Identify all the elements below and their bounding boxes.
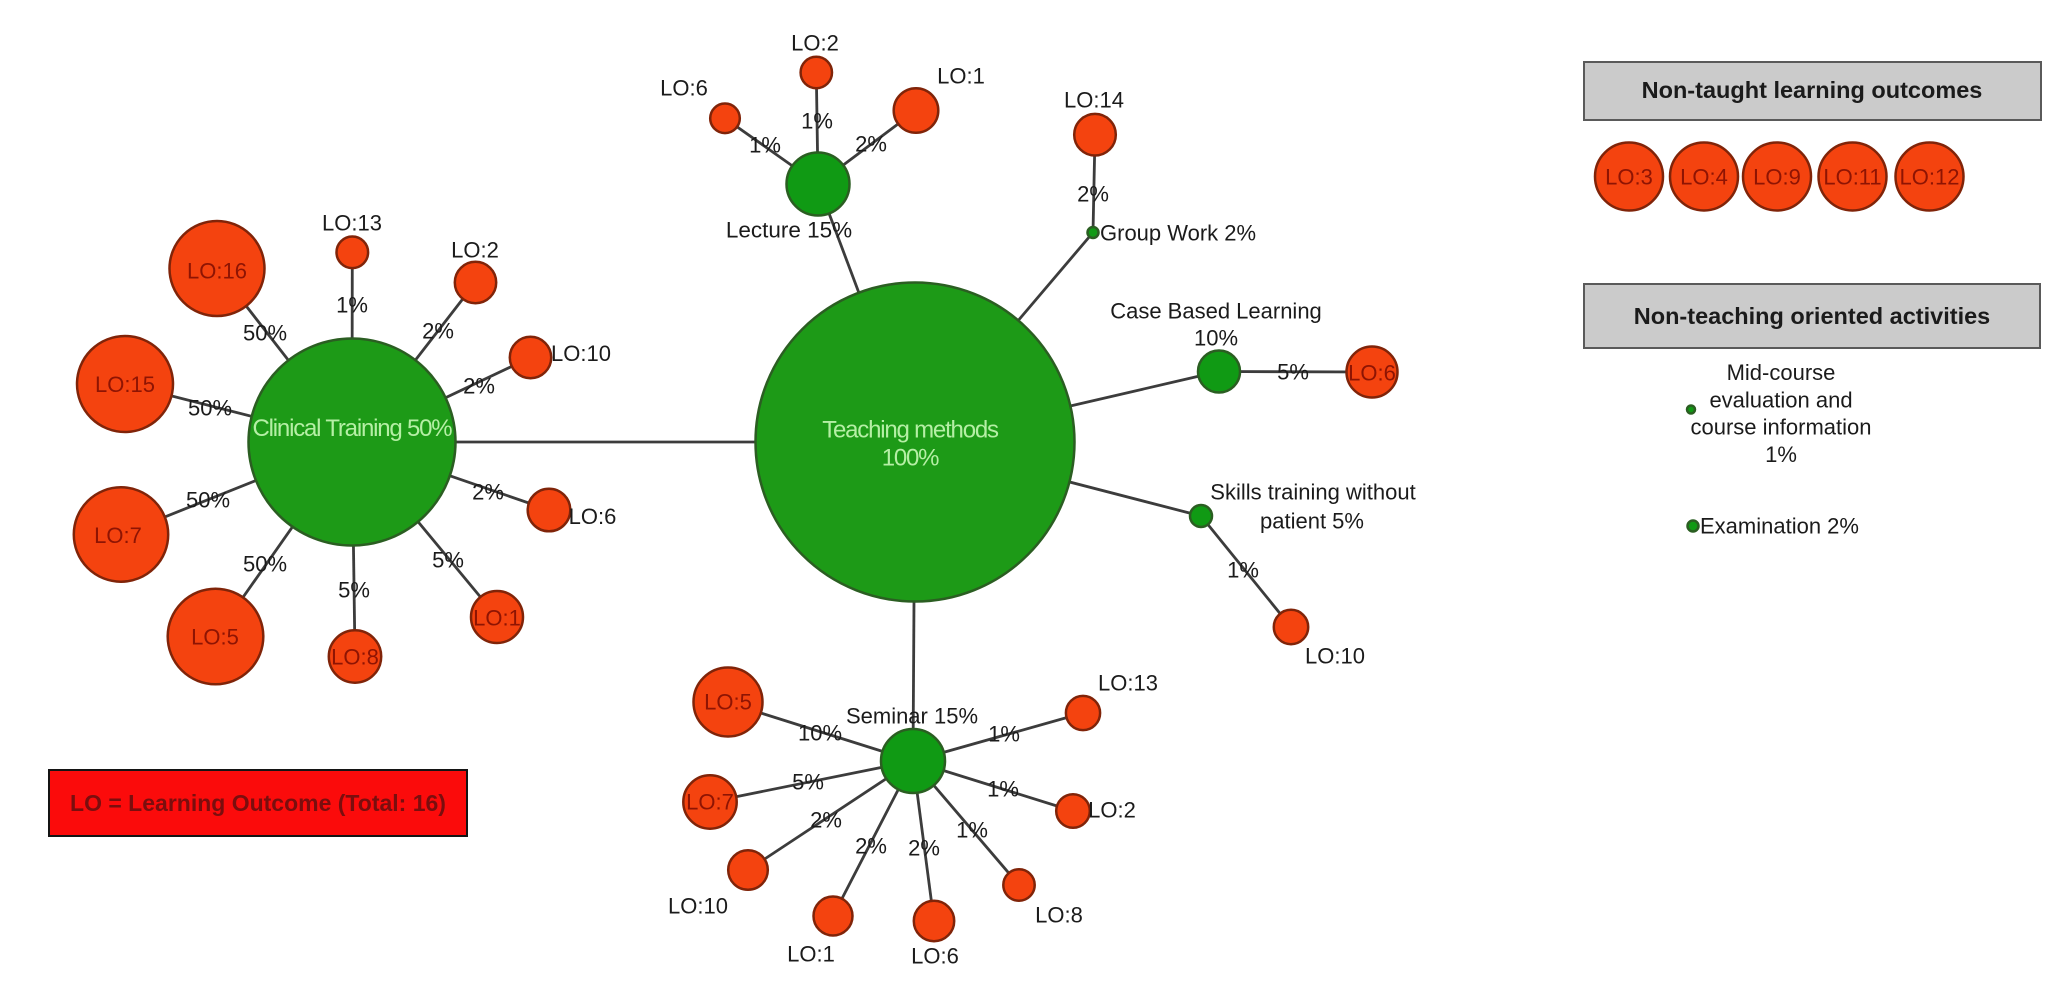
svg-text:1%: 1% [956,818,988,843]
svg-text:LO:5: LO:5 [191,625,239,650]
svg-text:LO:5: LO:5 [704,690,752,715]
svg-text:LO:1: LO:1 [937,64,985,89]
svg-text:LO = Learning Outcome (Total:: LO = Learning Outcome (Total: 16) [70,790,446,816]
svg-text:Non-teaching oriented activiti: Non-teaching oriented activities [1634,303,1990,329]
svg-text:LO:6: LO:6 [660,76,708,101]
svg-text:1%: 1% [1227,558,1259,583]
svg-text:1%: 1% [801,109,833,134]
svg-text:evaluation and: evaluation and [1709,388,1852,413]
svg-text:LO:15: LO:15 [95,372,155,397]
svg-text:Non-taught learning outcomes: Non-taught learning outcomes [1642,77,1983,103]
svg-text:5%: 5% [792,770,824,795]
svg-text:Teaching methods: Teaching methods [822,417,999,444]
svg-text:1%: 1% [1765,442,1797,467]
svg-text:5%: 5% [1277,360,1309,385]
svg-text:LO:13: LO:13 [1098,671,1158,696]
svg-text:Skills training without: Skills training without [1210,480,1415,505]
svg-text:100%: 100% [882,445,939,472]
svg-text:50%: 50% [243,321,287,346]
svg-text:Examination 2%: Examination 2% [1700,514,1859,539]
svg-text:LO:10: LO:10 [668,894,728,919]
svg-text:LO:10: LO:10 [551,341,611,366]
svg-text:LO:7: LO:7 [686,790,734,815]
svg-text:10%: 10% [1194,326,1238,351]
svg-text:LO:4: LO:4 [1680,165,1728,190]
svg-text:course information: course information [1691,415,1872,440]
svg-text:1%: 1% [749,133,781,158]
svg-text:Mid-course: Mid-course [1727,360,1836,385]
svg-text:LO:16: LO:16 [187,259,247,284]
svg-text:LO:1: LO:1 [787,942,835,967]
svg-text:2%: 2% [908,836,940,861]
svg-text:LO:2: LO:2 [791,31,839,56]
svg-text:LO:6: LO:6 [1348,361,1396,386]
svg-text:10%: 10% [798,721,842,746]
svg-text:5%: 5% [338,578,370,603]
svg-text:Case Based Learning: Case Based Learning [1110,299,1322,324]
svg-text:LO:2: LO:2 [451,238,499,263]
svg-text:2%: 2% [810,808,842,833]
svg-text:Group Work 2%: Group Work 2% [1100,221,1256,246]
svg-text:LO:14: LO:14 [1064,88,1124,113]
svg-text:2%: 2% [855,834,887,859]
svg-text:LO:8: LO:8 [1035,903,1083,928]
svg-text:LO:6: LO:6 [569,504,617,529]
svg-text:2%: 2% [855,132,887,157]
svg-text:LO:10: LO:10 [1305,644,1365,669]
svg-text:patient 5%: patient 5% [1260,509,1364,534]
svg-text:LO:13: LO:13 [322,211,382,236]
svg-text:LO:6: LO:6 [911,944,959,969]
svg-text:1%: 1% [987,777,1019,802]
svg-text:50%: 50% [243,552,287,577]
svg-text:LO:12: LO:12 [1900,165,1960,190]
svg-text:LO:9: LO:9 [1753,165,1801,190]
svg-text:LO:2: LO:2 [1088,798,1136,823]
svg-text:50%: 50% [188,396,232,421]
svg-text:LO:11: LO:11 [1823,165,1881,190]
svg-text:LO:1: LO:1 [473,606,521,631]
svg-text:2%: 2% [1077,182,1109,207]
svg-text:LO:7: LO:7 [94,523,142,548]
svg-text:2%: 2% [472,480,504,505]
svg-text:Clinical Training 50%: Clinical Training 50% [253,415,453,442]
svg-text:50%: 50% [186,488,230,513]
svg-text:Seminar 15%: Seminar 15% [846,704,978,729]
svg-text:5%: 5% [432,548,464,573]
svg-text:1%: 1% [336,293,368,318]
svg-text:2%: 2% [463,374,495,399]
svg-text:Lecture 15%: Lecture 15% [726,218,852,243]
svg-text:LO:3: LO:3 [1605,165,1653,190]
svg-text:1%: 1% [988,722,1020,747]
svg-text:2%: 2% [422,319,454,344]
svg-text:LO:8: LO:8 [331,645,379,670]
